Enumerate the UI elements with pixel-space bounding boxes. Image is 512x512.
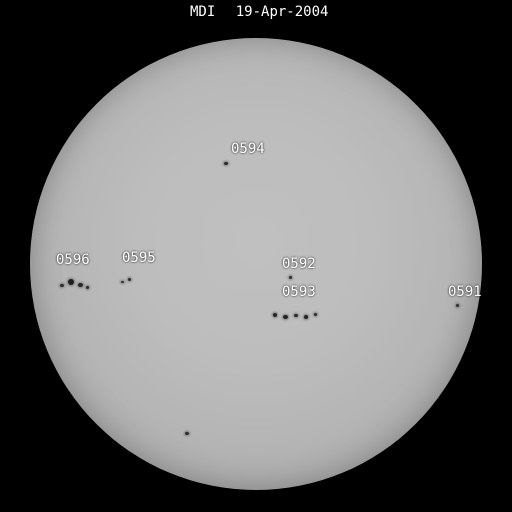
sunspot (289, 276, 292, 279)
sunspot (68, 279, 74, 285)
region-label-0591: 0591 (448, 284, 482, 300)
region-label-0592: 0592 (282, 256, 316, 272)
sunspot (86, 286, 89, 289)
sunspot (224, 162, 228, 165)
region-label-0594: 0594 (231, 141, 265, 157)
instrument-label: MDI (190, 4, 215, 20)
sunspot (283, 315, 288, 319)
sunspot (304, 315, 308, 319)
region-label-0595: 0595 (122, 250, 156, 266)
region-label-0596: 0596 (56, 252, 90, 268)
image-header: MDI 19-Apr-2004 (190, 4, 328, 20)
sunspot (60, 284, 64, 287)
sunspot (273, 313, 277, 317)
sunspot (185, 432, 189, 435)
region-label-0593: 0593 (282, 284, 316, 300)
date-label: 19-Apr-2004 (236, 4, 329, 20)
sunspot (128, 278, 131, 281)
sunspot (78, 283, 83, 287)
sunspot (456, 304, 459, 307)
sunspot (314, 313, 317, 316)
solar-image: MDI 19-Apr-2004 0594 0596 0595 0592 0593 0591 (0, 0, 512, 512)
sunspot (121, 281, 124, 283)
solar-disc (30, 38, 482, 490)
sunspot (294, 314, 298, 317)
